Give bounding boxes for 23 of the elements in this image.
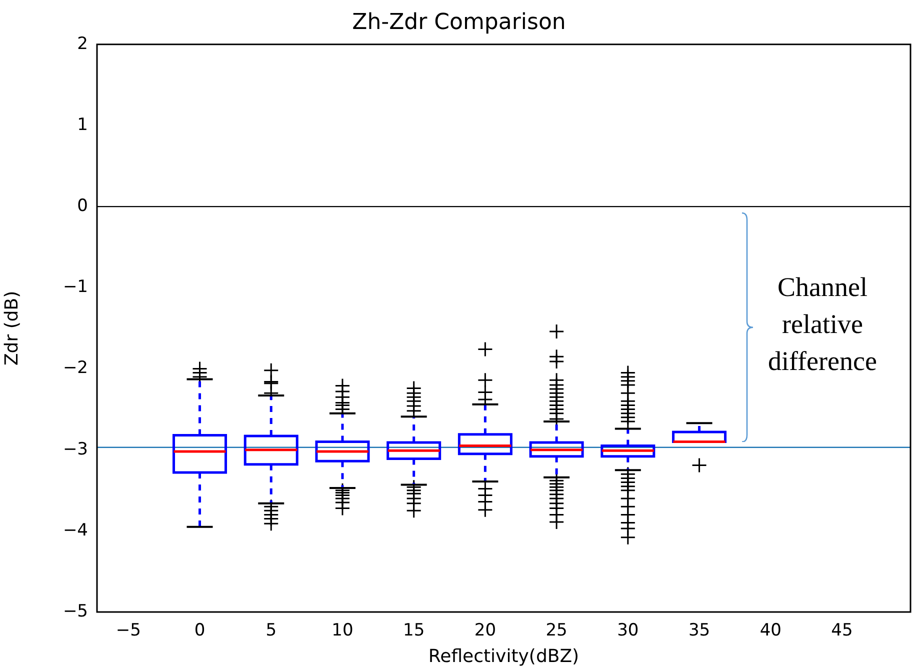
- x-tick-label: 30: [617, 620, 639, 641]
- y-tick-label: −3: [62, 439, 88, 460]
- x-tick-label: 20: [474, 620, 496, 641]
- x-tick-label: 15: [403, 620, 425, 641]
- y-tick-label: 2: [77, 34, 88, 54]
- y-tick-label: −4: [62, 520, 88, 540]
- y-tick-label: −5: [62, 601, 88, 622]
- x-tick-label: −5: [116, 620, 141, 641]
- x-tick-label: 25: [546, 620, 568, 641]
- x-tick-label: 35: [688, 620, 710, 641]
- chart-title: Zh-Zdr Comparison: [352, 10, 566, 35]
- annotation: Channel relative difference: [767, 270, 878, 378]
- x-tick-label: 10: [332, 620, 354, 641]
- y-tick-label: −2: [62, 358, 88, 378]
- y-axis-title: Zdr (dB): [1, 290, 22, 366]
- y-tick-label: −1: [62, 277, 88, 298]
- y-tick-label: 1: [77, 114, 88, 135]
- x-tick-label: 40: [760, 620, 782, 641]
- x-axis-title: Reflectivity(dBZ): [428, 646, 580, 667]
- y-tick-label: 0: [77, 196, 88, 216]
- x-tick-label: 0: [194, 620, 206, 641]
- x-tick-label: 45: [831, 620, 853, 641]
- x-tick-label: 5: [266, 620, 277, 641]
